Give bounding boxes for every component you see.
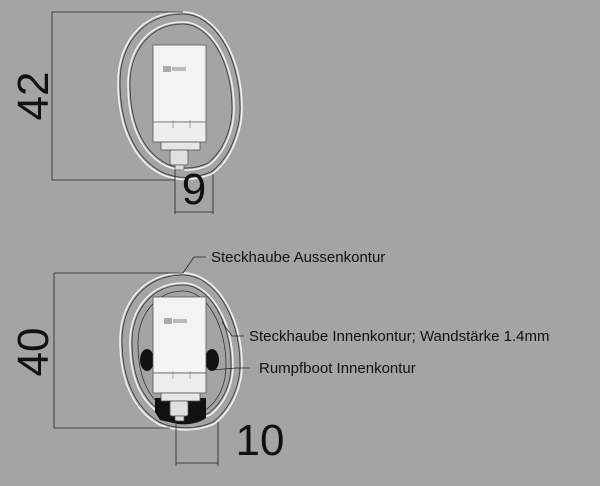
top-outer-contour-edge xyxy=(119,13,241,178)
bottom-outer-contour xyxy=(119,272,243,431)
top-outer-contour xyxy=(117,11,243,181)
label-inner-contour: Steckhaube Innenkontur; Wandstärke 1.4mm xyxy=(249,328,549,345)
top-view: 42 9 xyxy=(9,11,243,214)
inner-contour-leader xyxy=(221,321,244,337)
hull-contour-leader xyxy=(211,367,250,371)
bottom-width-value: 10 xyxy=(236,416,285,465)
bottom-outer-contour-edge xyxy=(121,274,241,429)
label-outer-contour: Steckhaube Aussenkontur xyxy=(211,249,385,266)
bottom-height-dimension: 40 xyxy=(9,272,183,429)
bottom-height-value: 40 xyxy=(9,328,58,377)
top-component xyxy=(152,44,207,171)
top-height-value: 42 xyxy=(9,72,58,121)
top-inner-contour-edge xyxy=(129,23,233,169)
outer-contour-leader xyxy=(182,256,206,274)
bottom-view: 40 10 Steckhaube Aussenkontur Steckhaube… xyxy=(9,249,549,466)
label-hull-contour: Rumpfboot Innenkontur xyxy=(259,360,416,377)
top-width-value: 9 xyxy=(182,165,206,214)
bottom-component xyxy=(152,296,207,422)
top-height-dimension: 42 xyxy=(9,11,183,181)
top-width-dimension: 9 xyxy=(174,165,214,214)
callouts: Steckhaube Aussenkontur Steckhaube Innen… xyxy=(182,249,549,377)
bottom-width-dimension: 10 xyxy=(175,416,285,466)
